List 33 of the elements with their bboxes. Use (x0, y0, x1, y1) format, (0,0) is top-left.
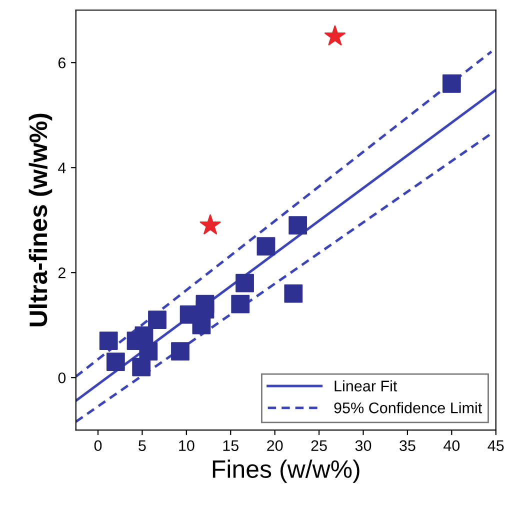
y-tick-label: 6 (58, 57, 66, 68)
x-tick-label: 20 (267, 440, 283, 452)
point (324, 25, 346, 46)
x-tick-label: 5 (138, 440, 146, 452)
point (171, 342, 190, 361)
point (256, 237, 276, 256)
point (139, 342, 158, 361)
x-tick-label: 0 (94, 440, 102, 452)
x-tick-label: 35 (400, 440, 416, 452)
x-tick-label: 10 (179, 440, 194, 452)
legend-label: Linear Fit (334, 380, 398, 392)
point (231, 294, 250, 314)
x-tick-label: 40 (444, 440, 460, 452)
y-tick-label: 4 (58, 162, 66, 174)
point (99, 332, 118, 350)
y-axis-title: Ultra-fines (w/w%) (28, 114, 52, 326)
y-tick-label: 0 (58, 372, 66, 384)
x-tick-label: 15 (223, 440, 238, 452)
point (148, 310, 166, 330)
x-axis-title: Fines (w/w%) (212, 460, 360, 483)
point (236, 274, 254, 292)
y-tick-label: 2 (58, 267, 66, 278)
x-tick-label: 25 (311, 440, 327, 452)
point (288, 216, 308, 235)
point (106, 352, 125, 372)
point (442, 74, 461, 93)
point (200, 214, 221, 234)
x-tick-label: 45 (488, 440, 504, 452)
x-tick-label: 30 (355, 440, 372, 452)
point (132, 358, 151, 376)
point (196, 300, 214, 319)
legend-label: 95% Confidence Limit (334, 402, 482, 414)
point (284, 284, 303, 303)
